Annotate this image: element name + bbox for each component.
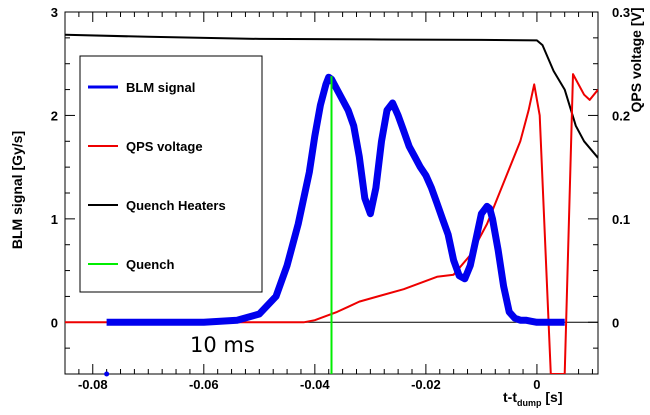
blm-marker	[104, 371, 110, 377]
x-axis-title: t-tdump [s]	[503, 389, 563, 408]
x-tick-label: 0	[533, 377, 540, 392]
y-right-tick-label: 0	[612, 315, 619, 330]
y-left-tick-label: 1	[51, 212, 58, 227]
legend-label-quench-heaters: Quench Heaters	[126, 198, 226, 213]
y-left-axis-title: BLM signal [Gy/s]	[9, 131, 25, 249]
x-tick-label: -0.08	[78, 377, 108, 392]
legend-layer: BLM signal QPS voltage Quench Heaters Quenc…	[79, 55, 263, 293]
x-axis-title-main: t-t	[503, 389, 517, 405]
y-left-tick-label: 3	[51, 5, 58, 20]
x-tick-label: -0.04	[300, 377, 330, 392]
legend-box	[79, 55, 263, 293]
y-right-axis-title: QPS voltage [V]	[628, 7, 644, 112]
ticks-layer: -0.08 -0.06 -0.04 -0.02 0 0 1 2 3 0 0.1 0.2 0.3	[51, 5, 630, 392]
series-layer	[65, 33, 598, 377]
x-axis-title-unit: [s]	[542, 389, 563, 405]
series-blm-signal	[106, 73, 565, 326]
y-left-tick-label: 0	[51, 315, 58, 330]
labels-layer: 10 ms BLM signal [Gy/s] QPS voltage [V] …	[9, 7, 644, 408]
y-left-tick-label: 2	[51, 108, 58, 123]
legend-label-blm-signal: BLM signal	[126, 80, 195, 95]
x-tick-label: -0.06	[189, 377, 219, 392]
x-axis-title-subscript: dump	[517, 398, 542, 408]
legend-label-quench: Quench	[126, 257, 174, 272]
y-right-tick-label: 0.3	[612, 5, 630, 20]
annotation-10ms: 10 ms	[190, 333, 255, 357]
y-right-tick-label: 0.1	[612, 212, 630, 227]
series-quench-heaters	[65, 33, 598, 159]
x-tick-label: -0.02	[411, 377, 441, 392]
y-right-tick-label: 0.2	[612, 108, 630, 123]
legend-label-qps-voltage: QPS voltage	[126, 139, 203, 154]
